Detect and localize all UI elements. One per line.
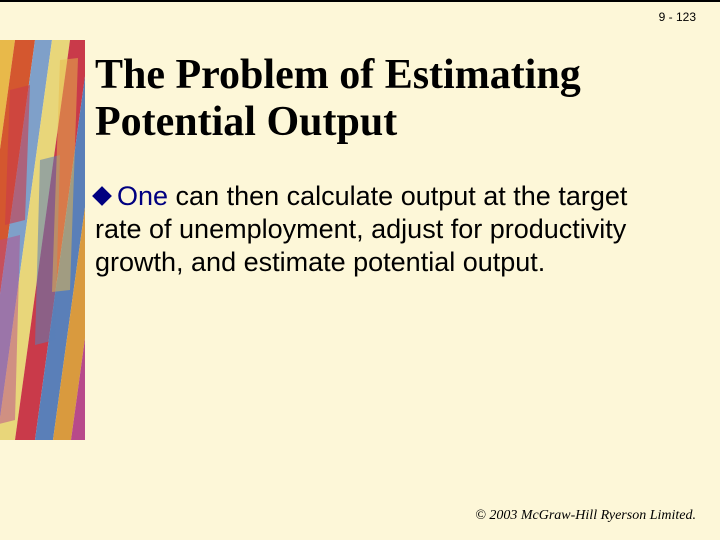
slide-content: The Problem of Estimating Potential Outp… [95, 52, 690, 279]
slide-title: The Problem of Estimating Potential Outp… [95, 52, 690, 146]
diamond-bullet-icon [92, 186, 112, 206]
copyright-text: © 2003 McGraw-Hill Ryerson Limited. [475, 508, 696, 524]
bullet-body-text: can then calculate output at the target … [95, 181, 627, 277]
decorative-side-art [0, 40, 85, 440]
top-border [0, 0, 720, 2]
page-number: 9 - 123 [659, 10, 696, 24]
bullet-first-word: One [117, 181, 168, 211]
bullet-paragraph: One can then calculate output at the tar… [95, 180, 690, 279]
